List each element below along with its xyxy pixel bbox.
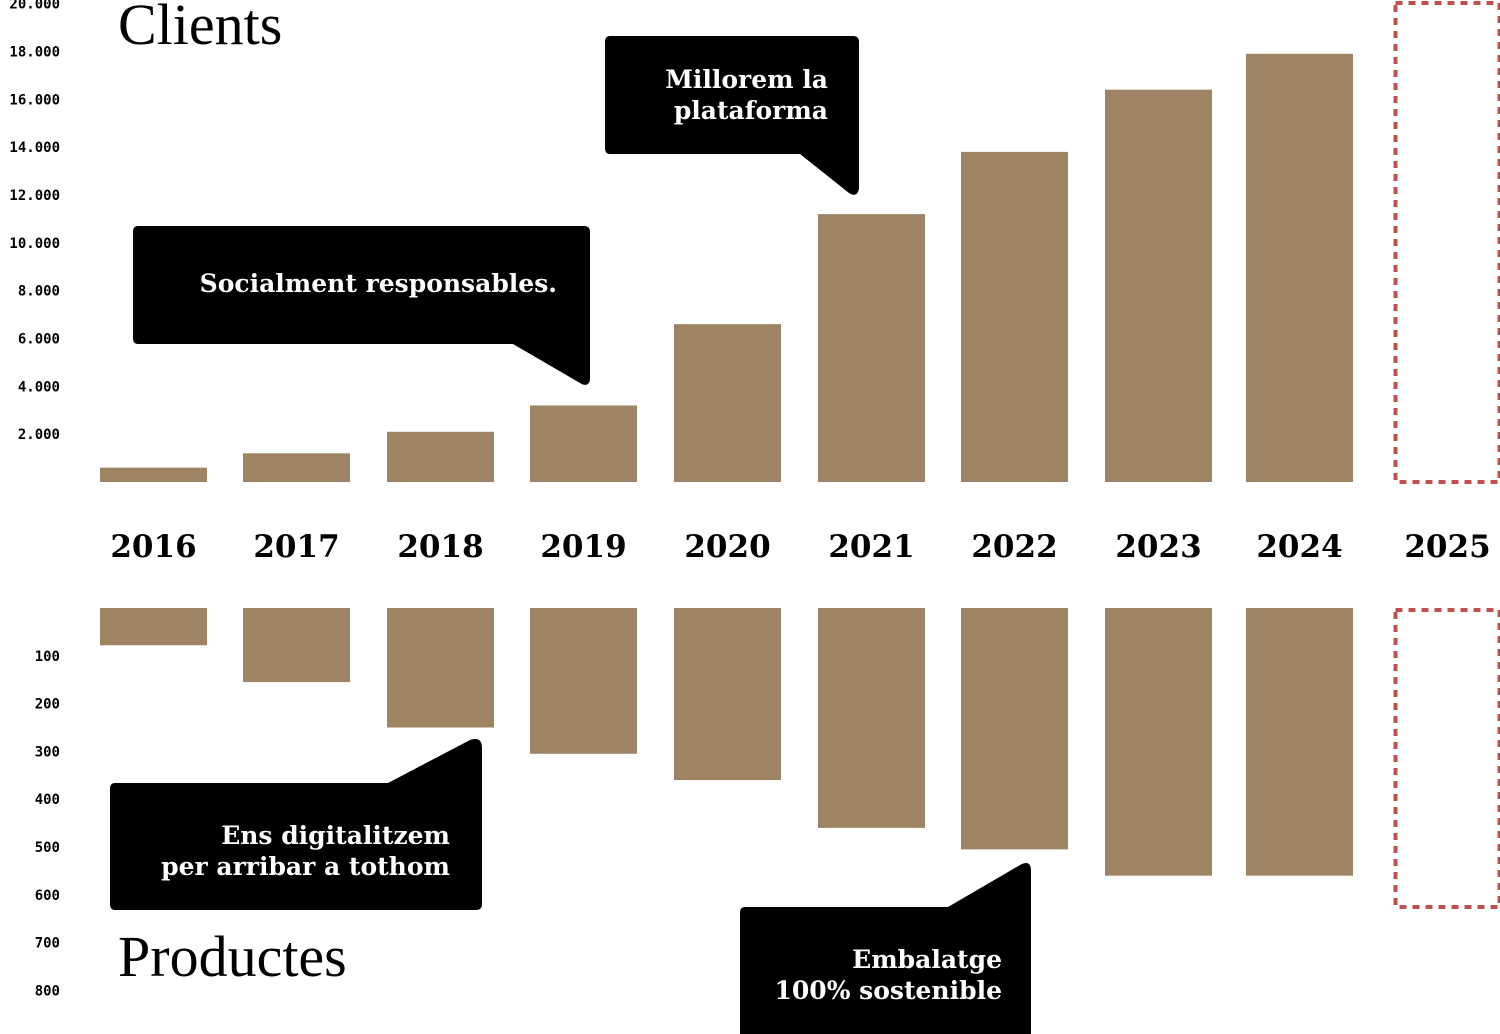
year-label: 2023 [1115,529,1201,565]
clients-y-tick: 12.000 [9,188,60,204]
clients-bar [243,453,350,482]
callout-text: Millorem la [665,65,828,94]
products-bar [387,608,494,728]
clients-bar-placeholder [1393,1,1500,484]
year-label: 2017 [253,529,339,565]
callout-bubble [740,863,1031,1034]
callout-text: Ens digitalitzem [221,821,450,850]
callout-bubble [133,226,590,385]
callout-bubble [605,36,859,195]
callout-text: Embalatge [852,945,1002,974]
year-label: 2018 [397,529,483,565]
year-label: 2024 [1256,529,1342,565]
callout-text: Socialment responsables. [200,269,557,298]
year-label: 2020 [684,529,770,565]
products-bar [530,608,637,754]
clients-y-tick: 8.000 [18,284,60,300]
clients-title: Clients [118,0,282,57]
clients-y-tick: 14.000 [9,140,60,156]
products-y-tick: 300 [35,744,60,760]
clients-y-tick: 16.000 [9,92,60,108]
clients-y-tick: 2.000 [18,427,60,443]
year-label: 2022 [971,529,1057,565]
year-label: 2016 [110,529,196,565]
callout-text: plataforma [674,96,828,125]
products-y-tick: 500 [35,840,60,856]
products-y-tick: 400 [35,792,60,808]
clients-bar [530,405,637,482]
callout-bubble [110,739,482,910]
clients-y-tick: 20.000 [9,0,60,13]
products-y-tick: 200 [35,697,60,713]
callout-text: per arribar a tothom [161,852,450,881]
clients-bar [1246,53,1353,482]
products-bar [961,608,1068,850]
clients-bar [100,467,207,482]
clients-y-tick: 4.000 [18,379,60,395]
year-label: 2019 [540,529,626,565]
clients-y-tick: 10.000 [9,236,60,252]
clients-bar [818,214,925,482]
callout-text: 100% sostenible [775,976,1002,1005]
clients-y-tick: 18.000 [9,44,60,60]
year-label: 2021 [828,529,914,565]
year-label: 2025 [1404,529,1490,565]
clients-bar [961,151,1068,483]
products-y-tick: 100 [35,649,60,665]
products-title: Productes [118,924,347,989]
products-bar-placeholder [1393,608,1500,909]
products-bar [1246,608,1353,876]
products-y-tick: 600 [35,888,60,904]
products-y-tick: 800 [35,983,60,999]
products-bar [818,608,925,828]
products-bar [243,608,350,683]
clients-y-tick: 6.000 [18,331,60,347]
clients-bar [1105,89,1212,482]
clients-bar [387,431,494,482]
products-bar [674,608,781,781]
clients-bar [674,324,781,482]
products-bar [1105,608,1212,876]
products-bar [100,608,207,646]
products-y-tick: 700 [35,936,60,952]
